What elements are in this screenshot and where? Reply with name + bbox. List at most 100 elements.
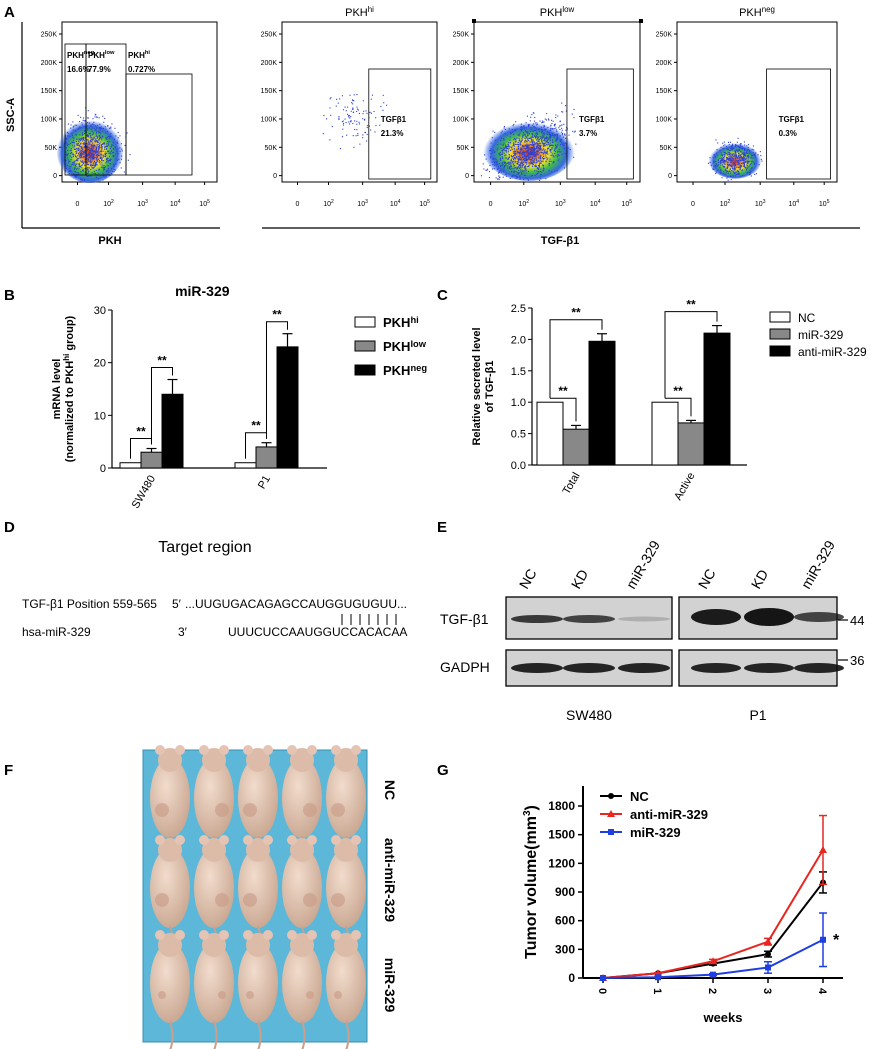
flow-dot: [91, 144, 93, 146]
flow-dot: [77, 128, 79, 130]
flow-dot: [565, 129, 567, 131]
flow-dot: [534, 151, 536, 153]
flow-dot: [74, 144, 76, 146]
flow-dot: [569, 149, 571, 151]
flow-dot: [79, 157, 81, 159]
flow-dot: [545, 178, 547, 180]
flow-dot: [543, 148, 545, 150]
flow-dot: [755, 152, 757, 154]
flow-dot: [86, 161, 88, 163]
flow-dot: [75, 175, 77, 177]
flow-dot: [353, 146, 355, 148]
flow-dot: [98, 127, 100, 129]
flow-dot: [519, 139, 521, 141]
flow-dot: [730, 158, 732, 160]
flow-dot: [87, 172, 89, 174]
flow-dot: [510, 155, 512, 157]
flow-dot: [364, 118, 366, 120]
flow-dot: [513, 165, 515, 167]
flow-dot: [502, 145, 504, 147]
flow-dot: [544, 125, 546, 127]
flow-dot: [67, 152, 69, 154]
flow-dot: [520, 162, 522, 164]
flow-dot: [119, 162, 121, 164]
flow-dot: [101, 159, 103, 161]
flow-dot: [561, 102, 563, 104]
flow-dot: [748, 161, 750, 163]
flow-dot: [526, 146, 528, 148]
flow-dot: [726, 161, 728, 163]
flow-dot: [532, 140, 534, 142]
flow-dot: [357, 133, 359, 135]
flow-dot: [518, 164, 520, 166]
flow-dot: [89, 140, 91, 142]
flow-dot: [719, 167, 721, 169]
flow-dot: [748, 152, 750, 154]
flow-dot: [540, 173, 542, 175]
flow-dot: [119, 150, 121, 152]
flow-dot: [80, 154, 82, 156]
flow-dot: [536, 143, 538, 145]
flow-dot: [728, 170, 730, 172]
flow-dot: [551, 147, 553, 149]
flow-dot: [527, 124, 529, 126]
flow-dot: [515, 153, 517, 155]
flow-dot: [555, 117, 557, 119]
flow-dot: [555, 140, 557, 142]
flow-dot: [86, 143, 88, 145]
mouse-head: [158, 933, 182, 957]
flow-dot: [82, 164, 84, 166]
flow-dot: [518, 153, 520, 155]
flow-dot: [542, 168, 544, 170]
mouse-ear: [219, 835, 229, 845]
flow-dot: [719, 149, 721, 151]
flow-dot: [85, 146, 87, 148]
bar-0-0: [119, 462, 142, 469]
flow-dot: [88, 143, 90, 145]
flow-dot: [73, 164, 75, 166]
flow-dot: [77, 138, 79, 140]
flow-dot: [83, 142, 85, 144]
flow-dot: [91, 154, 93, 156]
flow-dot: [93, 124, 95, 126]
flow-dot: [746, 164, 748, 166]
flow-x-tick-base: 10: [323, 201, 331, 208]
flow-dot: [530, 147, 532, 149]
flow-dot: [75, 130, 77, 132]
flow-dot: [92, 168, 94, 170]
flow-dot: [530, 161, 532, 163]
flow-dot: [66, 131, 68, 133]
flow-dot: [106, 169, 108, 171]
flow-dot: [375, 117, 377, 119]
flow-dot: [530, 136, 532, 138]
flow-dot: [725, 170, 727, 172]
flow-dot: [527, 133, 529, 135]
flow-dot: [563, 123, 565, 125]
flow-dot: [517, 161, 519, 163]
flow-dot: [518, 176, 520, 178]
flow-dot: [732, 155, 734, 157]
mouse-ear: [287, 835, 297, 845]
flow-dot: [549, 133, 551, 135]
flow-dot: [739, 147, 741, 149]
flow-dot: [734, 156, 736, 158]
flow-dot: [518, 167, 520, 169]
flow-dot: [342, 124, 344, 126]
flow-dot: [556, 144, 558, 146]
flow-dot: [93, 160, 95, 162]
flow-tgf-gate: [368, 68, 432, 180]
flow-dot: [547, 139, 549, 141]
flow-dot: [79, 166, 81, 168]
flow-dot: [744, 151, 746, 153]
flow-dot: [527, 147, 529, 149]
flow-dot: [534, 153, 536, 155]
flow-x-tick-base: 10: [170, 201, 178, 208]
flow-dot: [732, 143, 734, 145]
legend-label-sup: neg: [410, 363, 427, 373]
flow-dot: [543, 124, 545, 126]
flow-dot: [533, 120, 535, 122]
flow-dot: [527, 144, 529, 146]
flow-dot: [92, 158, 94, 160]
flow-dot: [535, 134, 537, 136]
